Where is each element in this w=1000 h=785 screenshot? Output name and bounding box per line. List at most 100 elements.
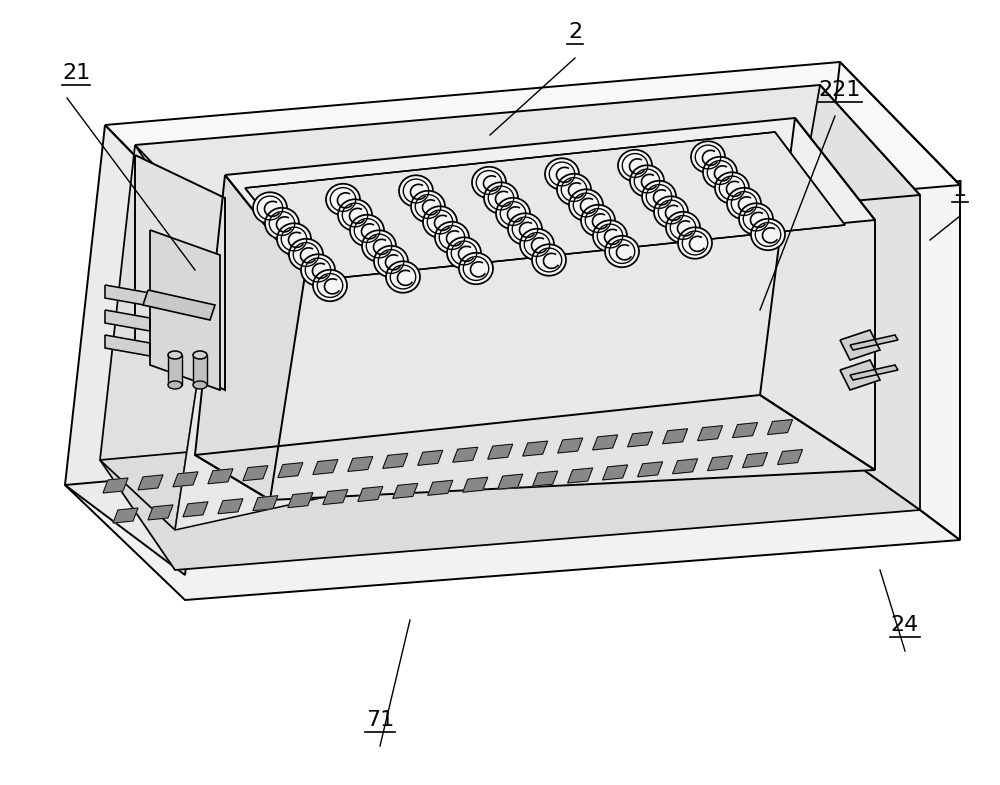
Ellipse shape xyxy=(751,219,785,250)
Polygon shape xyxy=(113,508,138,523)
Polygon shape xyxy=(195,175,305,500)
Ellipse shape xyxy=(593,221,627,252)
Ellipse shape xyxy=(326,184,360,215)
Polygon shape xyxy=(135,155,225,390)
Polygon shape xyxy=(708,455,733,471)
Polygon shape xyxy=(840,360,880,390)
Polygon shape xyxy=(358,487,383,502)
Ellipse shape xyxy=(350,215,384,246)
Polygon shape xyxy=(193,355,207,385)
Ellipse shape xyxy=(508,214,542,245)
Ellipse shape xyxy=(678,228,712,259)
Polygon shape xyxy=(568,468,593,483)
Polygon shape xyxy=(498,474,523,489)
Polygon shape xyxy=(733,422,758,437)
Ellipse shape xyxy=(715,172,749,204)
Ellipse shape xyxy=(666,212,700,243)
Polygon shape xyxy=(100,145,215,530)
Ellipse shape xyxy=(642,181,676,212)
Text: 2: 2 xyxy=(568,22,582,42)
Polygon shape xyxy=(150,230,220,390)
Polygon shape xyxy=(105,310,150,331)
Ellipse shape xyxy=(654,196,688,228)
Polygon shape xyxy=(603,465,628,480)
Ellipse shape xyxy=(362,230,396,261)
Ellipse shape xyxy=(703,157,737,188)
Ellipse shape xyxy=(193,351,207,359)
Polygon shape xyxy=(288,493,313,508)
Ellipse shape xyxy=(581,205,615,236)
Polygon shape xyxy=(418,451,443,466)
Polygon shape xyxy=(698,425,723,440)
Polygon shape xyxy=(393,484,418,498)
Ellipse shape xyxy=(277,223,311,254)
Ellipse shape xyxy=(289,239,323,270)
Polygon shape xyxy=(105,335,150,356)
Ellipse shape xyxy=(459,253,493,284)
Ellipse shape xyxy=(618,150,652,181)
Ellipse shape xyxy=(386,261,420,293)
Ellipse shape xyxy=(411,191,445,222)
Ellipse shape xyxy=(630,166,664,197)
Ellipse shape xyxy=(265,208,299,239)
Ellipse shape xyxy=(569,189,603,221)
Polygon shape xyxy=(65,125,225,575)
Ellipse shape xyxy=(399,175,433,206)
Polygon shape xyxy=(850,365,898,380)
Polygon shape xyxy=(243,466,268,480)
Polygon shape xyxy=(313,459,338,475)
Ellipse shape xyxy=(557,173,591,205)
Polygon shape xyxy=(138,475,163,490)
Ellipse shape xyxy=(301,254,335,286)
Polygon shape xyxy=(348,456,373,472)
Polygon shape xyxy=(768,419,793,435)
Polygon shape xyxy=(103,478,128,493)
Ellipse shape xyxy=(423,206,457,238)
Ellipse shape xyxy=(313,270,347,301)
Ellipse shape xyxy=(484,182,518,214)
Ellipse shape xyxy=(691,141,725,173)
Polygon shape xyxy=(253,495,278,511)
Text: 71: 71 xyxy=(366,710,394,730)
Polygon shape xyxy=(673,458,698,474)
Text: 24: 24 xyxy=(891,615,919,635)
Polygon shape xyxy=(143,290,215,320)
Polygon shape xyxy=(523,441,548,456)
Text: 221: 221 xyxy=(819,80,861,100)
Polygon shape xyxy=(663,429,688,444)
Polygon shape xyxy=(183,502,208,517)
Polygon shape xyxy=(105,285,150,306)
Ellipse shape xyxy=(338,199,372,231)
Polygon shape xyxy=(383,454,408,469)
Polygon shape xyxy=(245,132,845,280)
Ellipse shape xyxy=(739,203,773,235)
Polygon shape xyxy=(778,450,803,465)
Polygon shape xyxy=(100,400,920,570)
Polygon shape xyxy=(760,118,875,470)
Polygon shape xyxy=(840,330,880,360)
Polygon shape xyxy=(765,85,920,510)
Polygon shape xyxy=(173,472,198,487)
Ellipse shape xyxy=(168,351,182,359)
Polygon shape xyxy=(488,444,513,459)
Polygon shape xyxy=(168,355,182,385)
Ellipse shape xyxy=(605,236,639,267)
Polygon shape xyxy=(135,85,920,255)
Polygon shape xyxy=(218,498,243,513)
Polygon shape xyxy=(593,435,618,450)
Ellipse shape xyxy=(545,159,579,190)
Ellipse shape xyxy=(193,381,207,389)
Ellipse shape xyxy=(520,228,554,260)
Text: 1: 1 xyxy=(953,180,967,200)
Polygon shape xyxy=(558,438,583,453)
Polygon shape xyxy=(225,118,875,275)
Polygon shape xyxy=(175,148,820,530)
Polygon shape xyxy=(428,480,453,495)
Polygon shape xyxy=(148,505,173,520)
Polygon shape xyxy=(800,62,960,540)
Ellipse shape xyxy=(435,222,469,254)
Polygon shape xyxy=(453,447,478,462)
Ellipse shape xyxy=(727,188,761,219)
Ellipse shape xyxy=(532,244,566,276)
Polygon shape xyxy=(278,462,303,477)
